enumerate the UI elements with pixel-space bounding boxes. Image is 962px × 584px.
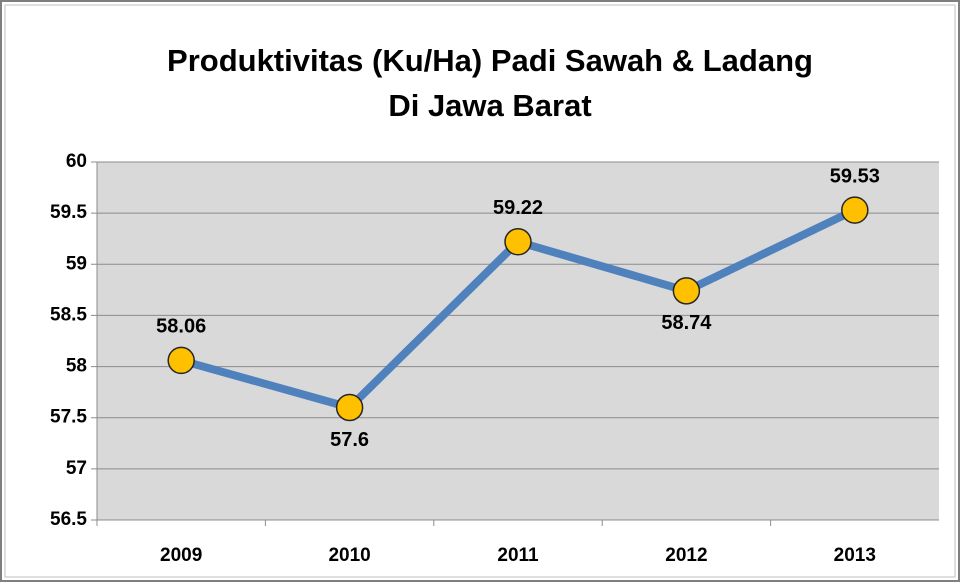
y-tick-label: 59 — [66, 253, 87, 274]
marker — [841, 196, 869, 224]
y-tick-label: 57 — [66, 458, 87, 479]
y-tick-label: 58.5 — [50, 304, 87, 325]
data-label: 58.06 — [156, 316, 206, 338]
y-tick-label: 56.5 — [50, 509, 87, 530]
x-tick-label: 2009 — [160, 545, 202, 566]
data-label: 58.74 — [661, 312, 712, 334]
chart-title: Di Jawa Barat — [388, 88, 591, 123]
chart-inner-frame — [4, 4, 956, 578]
marker — [335, 393, 364, 422]
plot-area — [97, 162, 939, 520]
x-tick-label: 2011 — [497, 545, 539, 566]
y-tick-label: 58 — [66, 356, 87, 377]
x-tick-label: 2012 — [665, 545, 707, 566]
y-tick-label: 59.5 — [50, 202, 87, 223]
chart-title: Produktivitas (Ku/Ha) Padi Sawah & Ladan… — [167, 43, 813, 78]
data-label: 59.22 — [493, 197, 543, 219]
y-tick-label: 57.5 — [50, 407, 87, 428]
x-tick-label: 2010 — [328, 545, 370, 566]
data-label: 57.6 — [330, 429, 369, 451]
marker — [672, 277, 701, 305]
x-tick-label: 2013 — [834, 545, 876, 566]
y-tick-label: 60 — [66, 151, 87, 172]
marker — [167, 346, 195, 375]
marker — [504, 228, 532, 256]
data-label: 59.53 — [830, 165, 880, 187]
